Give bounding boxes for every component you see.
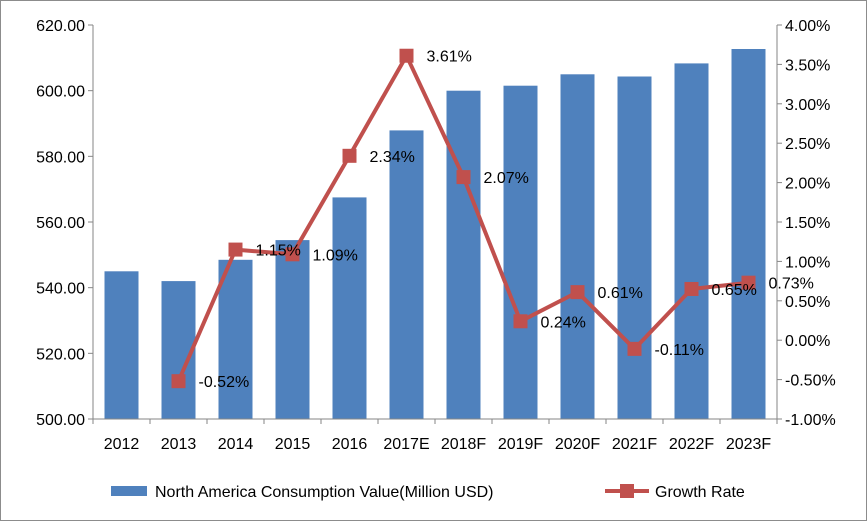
y2-tick-label: -0.50%	[785, 373, 836, 390]
bar-2016	[332, 197, 367, 419]
legend: North America Consumption Value(Million …	[111, 484, 745, 501]
bar-series	[104, 49, 766, 420]
y-tick-label: 520.00	[36, 346, 85, 363]
growth-marker-2014	[228, 242, 243, 257]
bar-2017E	[389, 130, 424, 419]
bar-2018F	[446, 90, 481, 419]
bar-2022F	[674, 63, 709, 420]
y-tick-label: 600.00	[36, 84, 85, 101]
growth-data-label: 2.07%	[484, 170, 529, 187]
growth-data-label: 0.61%	[598, 285, 643, 302]
x-tick-label: 2023F	[726, 436, 772, 453]
x-tick-label: 2017E	[383, 436, 429, 453]
legend-line-label: Growth Rate	[655, 484, 745, 501]
x-tick-label: 2014	[218, 436, 254, 453]
x-tick-label: 2012	[104, 436, 140, 453]
x-tick-label: 2019F	[498, 436, 544, 453]
x-tick-label: 2016	[332, 436, 368, 453]
bar-2012	[104, 271, 139, 420]
y2-tick-label: 1.50%	[785, 215, 830, 232]
growth-marker-2017E	[399, 48, 414, 63]
growth-data-label: 3.61%	[427, 49, 472, 66]
y-tick-label: 580.00	[36, 149, 85, 166]
x-tick-label: 2021F	[612, 436, 658, 453]
y2-tick-label: 2.00%	[785, 176, 830, 193]
axes: 500.00 520.00 540.00 560.00 580.00 600.00 620.…	[36, 18, 836, 453]
growth-data-label: 1.09%	[313, 247, 358, 264]
bar-2019F	[503, 85, 538, 419]
bar-2021F	[617, 76, 652, 419]
line-series: -0.52% 1.15% 1.09% 2.34% 3.61% 2.07% 0.24% 0.61…	[171, 48, 814, 391]
y2-tick-label: -1.00%	[785, 412, 836, 429]
y2-tick-label: 1.00%	[785, 254, 830, 271]
x-tick-label: 2020F	[555, 436, 601, 453]
growth-marker-2016	[342, 148, 357, 163]
legend-bar-label: North America Consumption Value(Million …	[155, 484, 494, 501]
y-tick-label: 560.00	[36, 215, 85, 232]
y2-tick-label: 4.00%	[785, 18, 830, 35]
bar-2023F	[731, 49, 766, 419]
growth-data-label: 2.34%	[370, 149, 415, 166]
growth-data-label: 1.15%	[256, 243, 301, 260]
y2-tick-label: 2.50%	[785, 136, 830, 153]
growth-marker-2023F	[741, 275, 756, 290]
growth-marker-2018F	[456, 170, 471, 185]
y-tick-label: 500.00	[36, 412, 85, 429]
bar-2014	[218, 259, 253, 419]
y-tick-label: 620.00	[36, 18, 85, 35]
y2-tick-label: 0.50%	[785, 294, 830, 311]
legend-bar-swatch	[111, 486, 147, 496]
bar-2020F	[560, 74, 595, 420]
growth-marker-2020F	[570, 285, 585, 300]
growth-data-label: -0.52%	[199, 374, 250, 391]
growth-data-label: 0.73%	[769, 276, 814, 293]
y-tick-label: 540.00	[36, 281, 85, 298]
y2-tick-label: 3.50%	[785, 57, 830, 74]
growth-data-label: -0.11%	[655, 342, 705, 359]
x-tick-label: 2013	[161, 436, 197, 453]
x-tick-label: 2022F	[669, 436, 715, 453]
growth-marker-2013	[171, 374, 186, 389]
growth-marker-2019F	[513, 314, 528, 329]
growth-marker-2015	[285, 247, 300, 262]
growth-marker-2022F	[684, 281, 699, 296]
x-tick-label: 2015	[275, 436, 311, 453]
y2-tick-label: 3.00%	[785, 97, 830, 114]
growth-data-label: 0.65%	[712, 282, 757, 299]
growth-data-label: 0.24%	[541, 314, 586, 331]
bar-2015	[275, 240, 310, 419]
legend-line-marker	[620, 484, 634, 498]
growth-marker-2021F	[627, 341, 642, 356]
x-tick-label: 2018F	[441, 436, 487, 453]
y2-tick-label: 0.00%	[785, 333, 830, 350]
